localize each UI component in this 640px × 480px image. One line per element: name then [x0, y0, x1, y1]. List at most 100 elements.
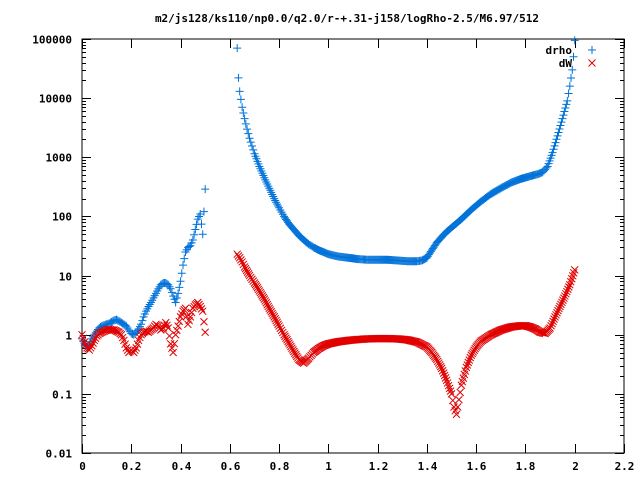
point-drho: [246, 138, 255, 147]
x-tick-label: 1.2: [369, 460, 389, 473]
point-dW: [272, 316, 280, 325]
point-dW: [570, 265, 579, 274]
point-drho: [551, 138, 560, 147]
point-dW: [440, 371, 449, 380]
point-drho: [267, 188, 276, 197]
point-dW: [187, 308, 196, 317]
point-drho: [554, 128, 563, 137]
point-drho: [555, 124, 564, 133]
point-drho: [271, 196, 280, 205]
point-dW: [560, 294, 568, 303]
point-dW: [278, 328, 287, 337]
point-dW: [89, 339, 97, 347]
legend-marker-dW: [588, 59, 596, 67]
series-layer: [78, 36, 579, 419]
point-dW: [555, 304, 563, 313]
point-drho: [249, 145, 258, 154]
point-drho: [233, 44, 242, 53]
point-dW: [88, 341, 96, 350]
point-drho: [145, 300, 154, 309]
point-dW: [563, 285, 572, 294]
point-dW: [175, 317, 184, 326]
point-drho: [275, 203, 284, 212]
point-dW: [562, 287, 571, 296]
point-dW: [85, 346, 94, 354]
x-tick-label: 1.4: [418, 460, 438, 473]
point-drho: [265, 184, 274, 193]
point-drho: [556, 121, 565, 130]
point-drho: [165, 282, 174, 291]
point-drho: [234, 73, 243, 82]
point-drho: [238, 103, 247, 112]
point-drho: [262, 177, 271, 186]
point-dW: [136, 333, 144, 342]
point-drho: [235, 87, 244, 96]
point-drho: [241, 119, 250, 128]
point-drho: [266, 186, 275, 195]
point-drho: [180, 254, 189, 263]
point-drho: [273, 200, 282, 209]
point-drho: [175, 283, 184, 292]
x-tick-label: 1.8: [516, 460, 536, 473]
x-tick-label: 0.2: [122, 460, 142, 473]
y-tick-label: 100000: [32, 34, 72, 47]
point-dW: [538, 329, 547, 337]
point-dW: [439, 369, 448, 377]
point-dW: [267, 307, 276, 316]
point-drho: [177, 269, 186, 278]
point-dW: [550, 315, 558, 323]
point-drho: [191, 225, 200, 234]
point-dW: [548, 319, 556, 328]
point-dW: [274, 320, 282, 329]
point-drho: [270, 194, 279, 203]
point-drho: [176, 277, 185, 286]
point-dW: [200, 317, 208, 326]
point-dW: [181, 304, 190, 313]
point-dW: [239, 260, 248, 269]
legend-label-dW: dW: [559, 57, 573, 70]
point-drho: [166, 284, 175, 293]
point-dW: [270, 313, 279, 321]
chart-title: m2/js128/ks110/np0.0/q2.0/r-+.31-j158/lo…: [155, 12, 539, 25]
point-drho: [260, 173, 269, 182]
point-dW: [196, 302, 205, 311]
point-dW: [456, 388, 465, 397]
point-dW: [195, 300, 203, 309]
point-dW: [240, 263, 249, 271]
point-dW: [241, 264, 250, 273]
point-drho: [264, 182, 273, 191]
point-drho: [239, 108, 248, 117]
point-dW: [559, 296, 567, 305]
point-dW: [435, 360, 444, 369]
point-dW: [155, 324, 164, 332]
x-axis: 0 0.2 0.4 0.6 0.8 1 1.2 1.4 1.6 1.8 2 2.2: [79, 39, 634, 473]
point-dW: [444, 381, 453, 390]
point-dW: [564, 283, 573, 291]
point-dW: [446, 387, 455, 395]
point-dW: [549, 317, 557, 326]
point-drho: [197, 220, 206, 229]
point-dW: [276, 324, 285, 333]
point-dW: [452, 410, 461, 419]
point-dW: [166, 340, 175, 348]
point-drho: [563, 96, 572, 105]
point-drho: [244, 129, 253, 138]
point-drho: [247, 142, 256, 151]
point-dW: [547, 321, 555, 330]
point-dW: [164, 324, 173, 332]
point-dW: [263, 300, 272, 309]
point-drho: [138, 316, 147, 325]
point-drho: [567, 73, 576, 82]
y-axis: 0.01 0.1 1 10 100 1000 10000 100000: [32, 34, 624, 461]
point-dW: [174, 322, 182, 330]
point-dW: [562, 289, 570, 298]
point-dW: [160, 321, 169, 330]
point-dW: [558, 298, 566, 307]
point-drho: [277, 208, 286, 217]
point-dW: [243, 268, 252, 276]
y-tick-label: 0.1: [52, 389, 72, 402]
point-dW: [269, 311, 278, 320]
point-dW: [442, 376, 451, 385]
